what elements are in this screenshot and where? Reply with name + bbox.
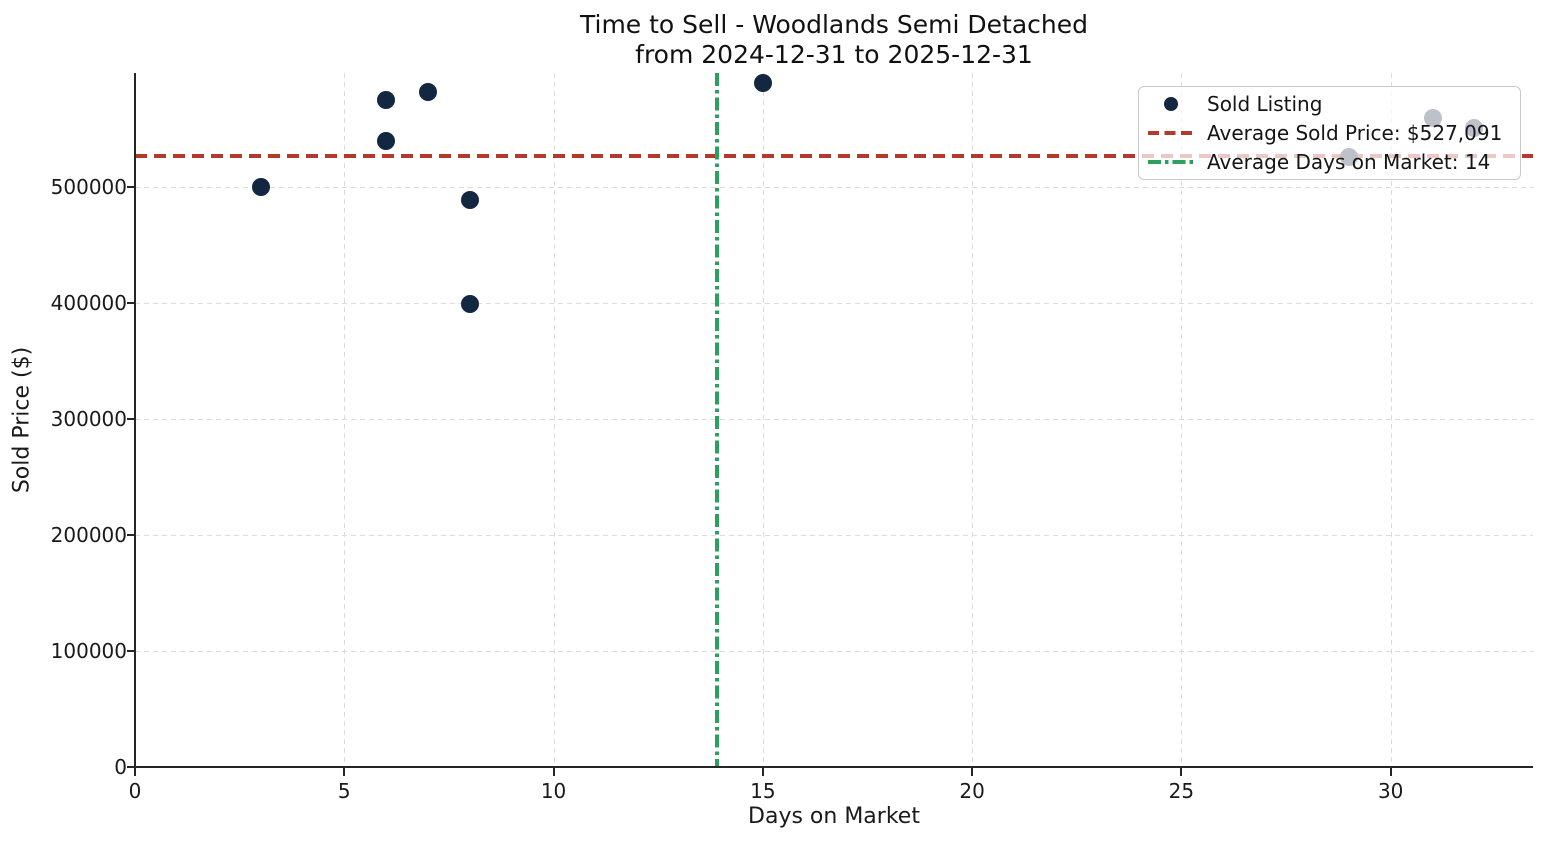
x-tick-label: 25 bbox=[1168, 779, 1195, 803]
legend-item-sold-listing: Sold Listing bbox=[1139, 90, 1520, 118]
x-gridline bbox=[762, 73, 764, 767]
data-point bbox=[753, 73, 772, 92]
x-tick-mark bbox=[134, 768, 136, 776]
y-tick-mark bbox=[127, 186, 135, 189]
y-tick-mark bbox=[127, 650, 135, 653]
x-tick-mark bbox=[1180, 768, 1183, 776]
avg-days-dashdot-line-icon bbox=[1148, 160, 1194, 164]
y-tick-label: 0 bbox=[114, 755, 127, 779]
y-tick-mark bbox=[127, 534, 135, 537]
y-tick-label: 200000 bbox=[50, 523, 127, 548]
chart-title-line2: from 2024-12-31 to 2025-12-31 bbox=[635, 40, 1033, 69]
y-gridline bbox=[135, 535, 1533, 537]
x-tick-mark bbox=[343, 768, 346, 776]
chart-title: Time to Sell - Woodlands Semi Detached f… bbox=[135, 10, 1533, 70]
y-tick-mark bbox=[127, 766, 135, 768]
y-gridline bbox=[135, 419, 1533, 421]
x-tick-label: 0 bbox=[128, 779, 142, 803]
x-gridline bbox=[1390, 73, 1392, 767]
x-tick-label: 20 bbox=[959, 779, 985, 803]
x-gridline bbox=[1181, 73, 1183, 767]
legend-item-avg-sold-price: Average Sold Price: $527,091 bbox=[1139, 119, 1520, 147]
x-tick-label: 30 bbox=[1377, 779, 1404, 803]
legend-label-sold-listing: Sold Listing bbox=[1207, 92, 1323, 116]
x-tick-label: 15 bbox=[750, 779, 776, 803]
x-axis-spine bbox=[133, 765, 1533, 768]
data-point bbox=[251, 178, 270, 197]
y-tick-label: 400000 bbox=[50, 291, 127, 316]
y-gridline bbox=[135, 187, 1533, 189]
y-gridline bbox=[135, 303, 1533, 305]
data-point bbox=[377, 91, 396, 110]
data-point bbox=[460, 295, 479, 314]
x-tick-label: 5 bbox=[337, 779, 351, 803]
data-point bbox=[418, 83, 437, 102]
x-gridline bbox=[553, 73, 555, 767]
chart-title-line1: Time to Sell - Woodlands Semi Detached bbox=[580, 10, 1088, 39]
data-point bbox=[377, 131, 396, 150]
avg-sold-price-line bbox=[135, 154, 1533, 158]
y-axis-spine bbox=[133, 73, 136, 768]
x-gridline bbox=[344, 73, 346, 767]
y-tick-label: 300000 bbox=[50, 407, 127, 432]
avg-days-on-market-line bbox=[715, 73, 719, 767]
sold-listing-marker-icon bbox=[1148, 97, 1194, 111]
y-gridline bbox=[135, 651, 1533, 653]
legend: Sold Listing Average Sold Price: $527,09… bbox=[1138, 86, 1521, 180]
y-tick-label: 500000 bbox=[50, 175, 127, 200]
x-tick-label: 10 bbox=[540, 779, 567, 803]
y-tick-mark bbox=[127, 418, 135, 421]
x-tick-mark bbox=[761, 768, 764, 776]
x-tick-mark bbox=[971, 768, 974, 776]
x-axis-label: Days on Market bbox=[748, 804, 920, 829]
y-tick-label: 100000 bbox=[50, 639, 127, 664]
y-tick-mark bbox=[127, 302, 135, 305]
data-point bbox=[460, 190, 479, 209]
legend-item-avg-days-on-market: Average Days on Market: 14 bbox=[1139, 148, 1520, 176]
legend-label-avg-sold-price: Average Sold Price: $527,091 bbox=[1207, 121, 1503, 145]
x-tick-mark bbox=[552, 768, 555, 776]
x-gridline bbox=[972, 73, 974, 767]
x-tick-mark bbox=[1389, 768, 1392, 776]
avg-price-dashed-line-icon bbox=[1148, 131, 1194, 135]
legend-label-avg-days-on-market: Average Days on Market: 14 bbox=[1207, 150, 1491, 174]
